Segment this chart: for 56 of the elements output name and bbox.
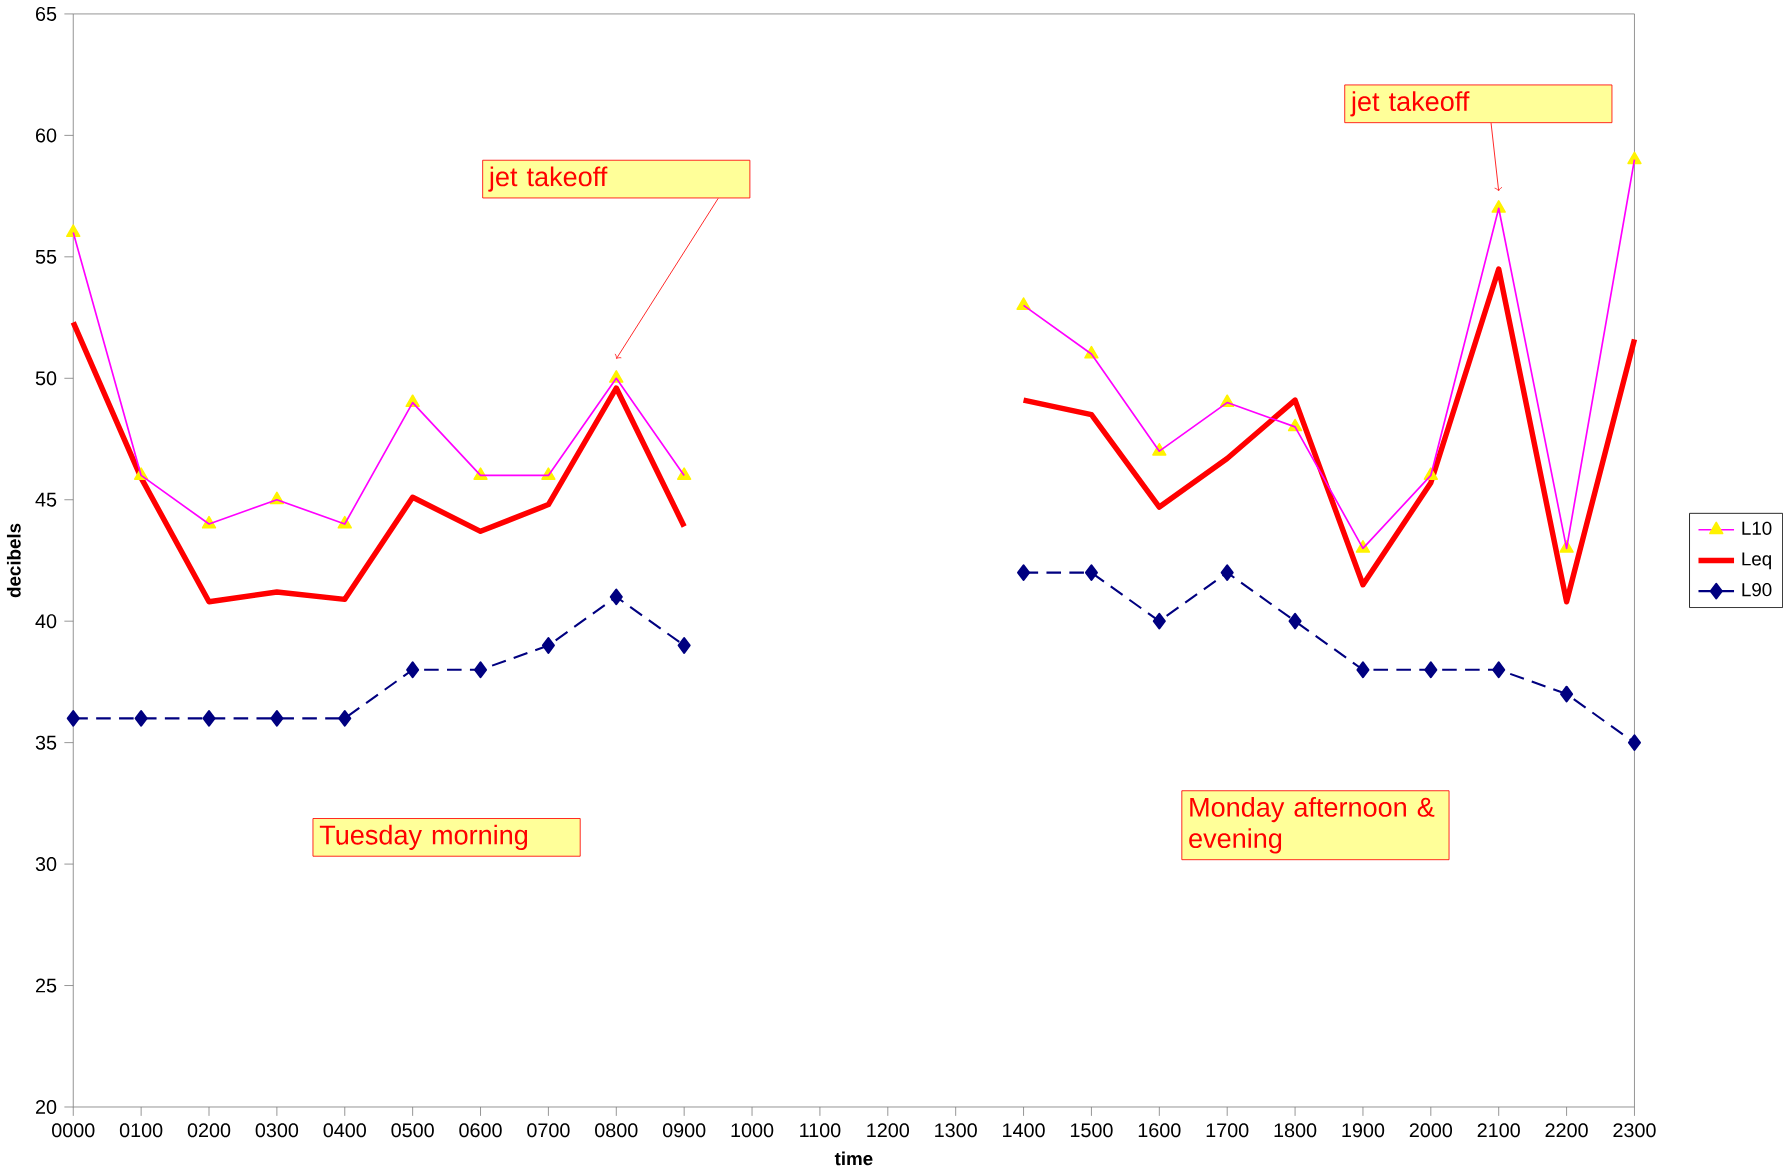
annotation: jet takeoff [1350,91,1470,117]
x-tick-label: 1700 [1206,1123,1249,1138]
x-tick-label: 1500 [1070,1123,1113,1138]
x-tick-label: 2100 [1477,1123,1520,1138]
y-tick-label: 40 [35,614,57,629]
legend-label: L10 [1742,521,1772,535]
point [1288,612,1302,630]
y-tick-label: 50 [35,371,57,386]
x-tick-label: 0700 [527,1123,570,1138]
point [1017,564,1031,581]
x-tick-label: 0300 [255,1123,299,1138]
y-tick-label: 20 [35,1099,57,1114]
x-tick-label: 2300 [1613,1123,1656,1138]
point [134,709,148,727]
x-tick-label: 0800 [595,1123,638,1138]
x-tick-label: 0100 [119,1123,163,1138]
x-tick-label: 1300 [935,1123,977,1138]
x-tick-label: 1000 [731,1123,774,1138]
y-tick-label: 55 [35,249,57,264]
point [1560,685,1574,703]
y-tick-label: 45 [35,492,57,507]
y-tick-label: 30 [35,856,57,871]
x-axis-title: time [834,1151,873,1166]
point [677,637,691,654]
x-tick-label: 0900 [662,1123,706,1138]
y-tick-label: 60 [36,128,57,143]
point [338,709,352,727]
point [66,709,80,727]
point [202,709,216,727]
y-axis-title: decibels [6,523,21,598]
x-tick-label: 1800 [1274,1123,1317,1138]
annotation: jet takeoff [488,166,608,192]
x-tick-label: 1400 [1003,1123,1045,1138]
point [1627,734,1641,751]
x-tick-label: 1900 [1342,1123,1385,1138]
annotation: Tuesday morning [319,824,528,850]
point [1152,612,1166,630]
x-tick-label: 1200 [867,1123,910,1138]
x-tick-label: 0400 [323,1123,366,1138]
x-tick-label: 2200 [1545,1123,1588,1138]
annotation: Monday afternoon & evening [1189,796,1435,854]
y-tick-label: 25 [35,978,57,993]
x-tick-label: 0000 [52,1123,95,1138]
x-tick-label: 0600 [459,1123,502,1138]
y-tick-label: 65 [36,6,57,21]
x-tick-label: 2000 [1409,1123,1453,1138]
point [270,709,284,727]
y-tick-label: 35 [35,735,57,750]
x-tick-label: 0200 [187,1123,231,1138]
x-tick-label: 0500 [391,1123,434,1138]
legend-label: L90 [1742,582,1772,597]
x-tick-label: 1600 [1138,1123,1181,1138]
x-tick-label: 1100 [800,1123,841,1138]
legend-label: Leq [1742,552,1771,570]
point [541,637,555,654]
point [1084,564,1098,581]
